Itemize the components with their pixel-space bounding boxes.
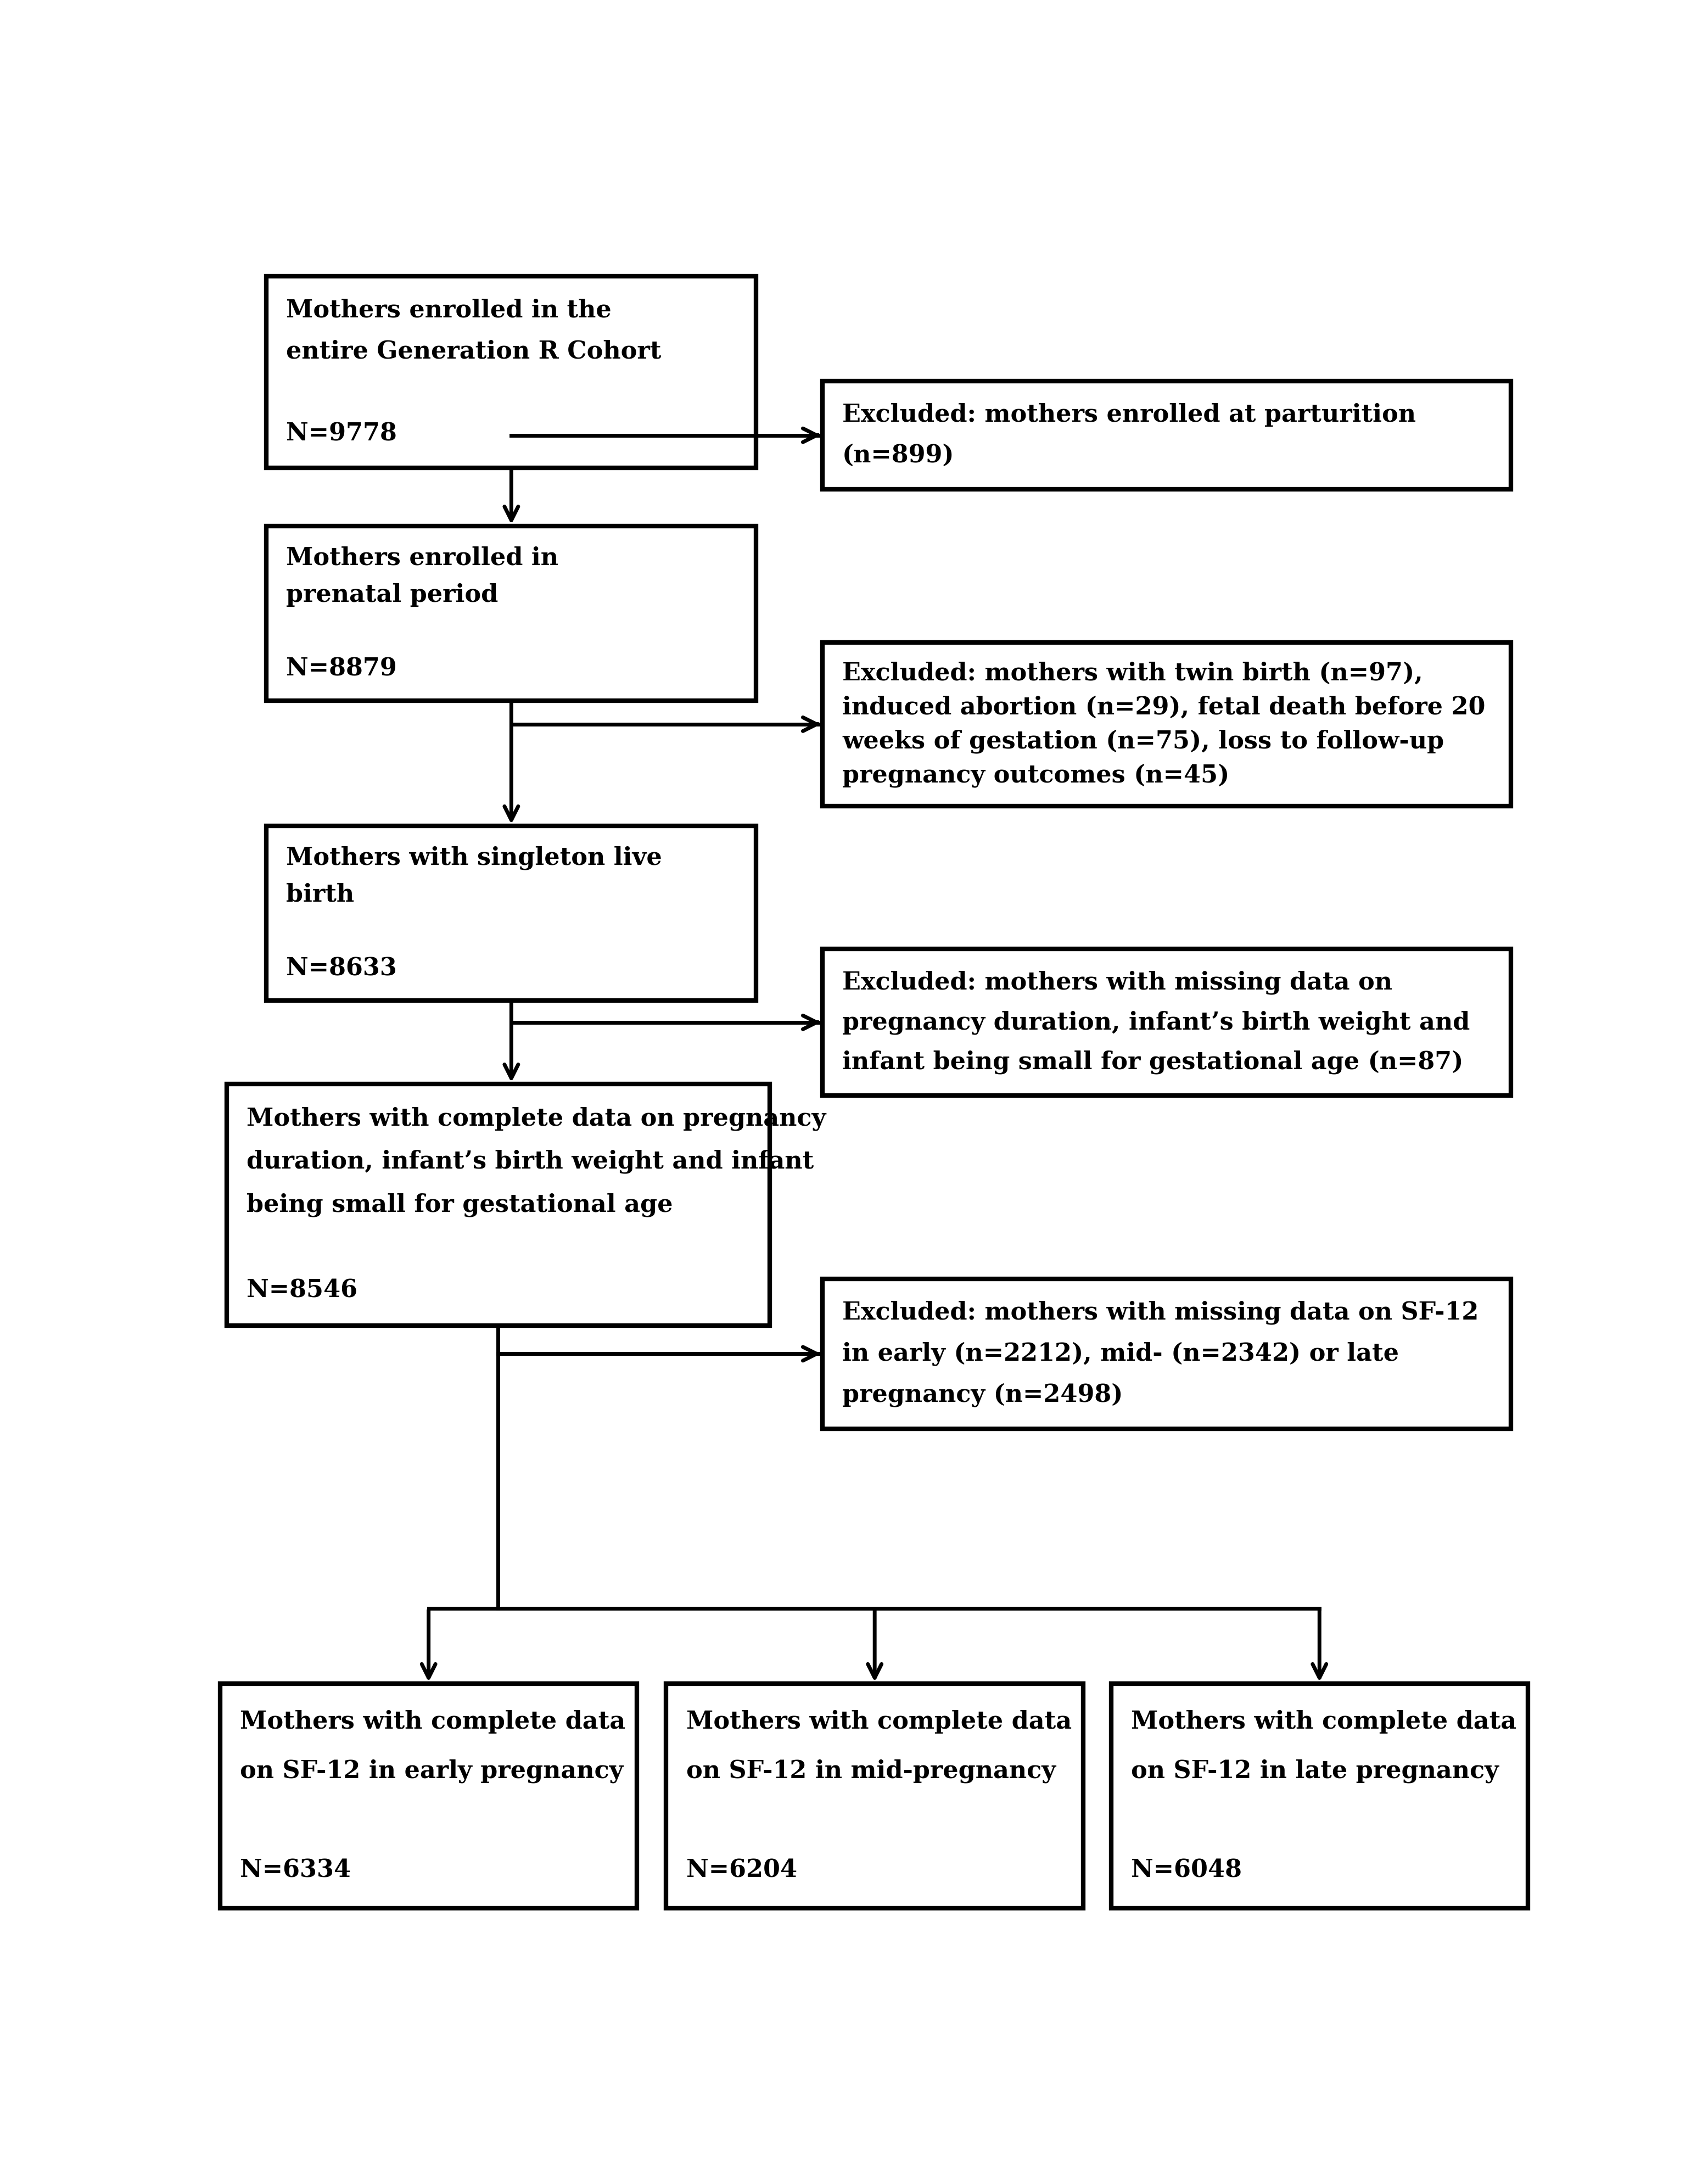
Text: infant being small for gestational age (n=87): infant being small for gestational age (…: [842, 1051, 1464, 1075]
FancyBboxPatch shape: [220, 1683, 637, 1908]
Text: Mothers with singleton live: Mothers with singleton live: [287, 846, 663, 870]
Text: on SF-12 in mid-pregnancy: on SF-12 in mid-pregnancy: [687, 1759, 1056, 1782]
Text: Mothers with complete data: Mothers with complete data: [239, 1711, 625, 1733]
Text: Mothers with complete data on pregnancy: Mothers with complete data on pregnancy: [246, 1107, 827, 1131]
Text: pregnancy outcomes (n=45): pregnancy outcomes (n=45): [842, 764, 1230, 787]
Text: being small for gestational age: being small for gestational age: [246, 1192, 673, 1216]
Text: N=8546: N=8546: [246, 1278, 357, 1302]
FancyBboxPatch shape: [666, 1683, 1083, 1908]
Text: Mothers with complete data: Mothers with complete data: [1131, 1711, 1517, 1733]
FancyBboxPatch shape: [823, 642, 1510, 807]
Text: N=6334: N=6334: [239, 1858, 350, 1882]
Text: Excluded: mothers with twin birth (n=97),: Excluded: mothers with twin birth (n=97)…: [842, 662, 1423, 686]
Text: N=6204: N=6204: [687, 1858, 798, 1882]
Text: pregnancy duration, infant’s birth weight and: pregnancy duration, infant’s birth weigh…: [842, 1010, 1471, 1034]
Text: Mothers enrolled in: Mothers enrolled in: [287, 545, 559, 569]
FancyBboxPatch shape: [266, 526, 757, 701]
Text: on SF-12 in early pregnancy: on SF-12 in early pregnancy: [239, 1759, 623, 1782]
Text: N=8633: N=8633: [287, 956, 398, 980]
Text: N=8879: N=8879: [287, 658, 396, 681]
Text: entire Generation R Cohort: entire Generation R Cohort: [287, 340, 661, 363]
Text: duration, infant’s birth weight and infant: duration, infant’s birth weight and infa…: [246, 1151, 815, 1175]
Text: weeks of gestation (n=75), loss to follow-up: weeks of gestation (n=75), loss to follo…: [842, 729, 1443, 753]
Text: Excluded: mothers with missing data on SF-12: Excluded: mothers with missing data on S…: [842, 1300, 1479, 1324]
Text: prenatal period: prenatal period: [287, 584, 499, 608]
Text: Mothers enrolled in the: Mothers enrolled in the: [287, 298, 611, 322]
FancyBboxPatch shape: [823, 1278, 1510, 1430]
Text: N=9778: N=9778: [287, 422, 398, 446]
Text: birth: birth: [287, 883, 355, 906]
Text: (n=899): (n=899): [842, 443, 955, 467]
Text: N=6048: N=6048: [1131, 1858, 1242, 1882]
Text: Mothers with complete data: Mothers with complete data: [687, 1711, 1071, 1733]
FancyBboxPatch shape: [1110, 1683, 1529, 1908]
FancyBboxPatch shape: [266, 826, 757, 1001]
Text: Excluded: mothers with missing data on: Excluded: mothers with missing data on: [842, 971, 1392, 995]
Text: in early (n=2212), mid- (n=2342) or late: in early (n=2212), mid- (n=2342) or late: [842, 1341, 1399, 1365]
Text: Excluded: mothers enrolled at parturition: Excluded: mothers enrolled at parturitio…: [842, 402, 1416, 426]
FancyBboxPatch shape: [823, 381, 1510, 489]
Text: pregnancy (n=2498): pregnancy (n=2498): [842, 1382, 1124, 1406]
FancyBboxPatch shape: [227, 1084, 769, 1326]
FancyBboxPatch shape: [266, 277, 757, 467]
Text: on SF-12 in late pregnancy: on SF-12 in late pregnancy: [1131, 1759, 1498, 1782]
FancyBboxPatch shape: [823, 950, 1510, 1097]
Text: induced abortion (n=29), fetal death before 20: induced abortion (n=29), fetal death bef…: [842, 694, 1486, 718]
